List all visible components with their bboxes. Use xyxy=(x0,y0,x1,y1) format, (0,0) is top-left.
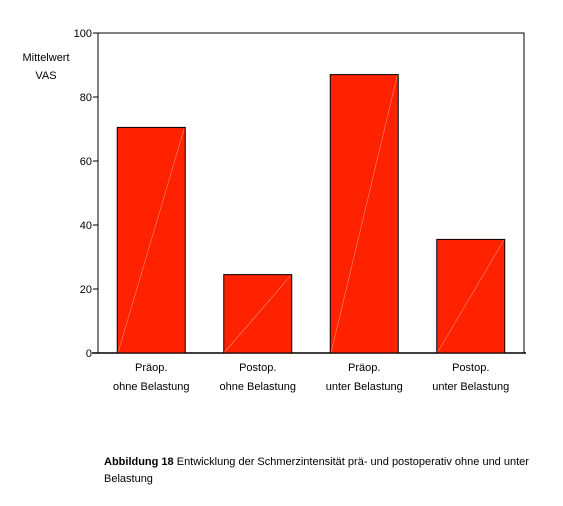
y-axis-label: Mittelwert VAS xyxy=(11,52,81,82)
x-tick-label: ohne Belastung xyxy=(220,381,296,393)
y-tick-label: 100 xyxy=(74,28,92,40)
y-axis-label-line2: VAS xyxy=(35,70,57,82)
x-tick-label: ohne Belastung xyxy=(113,381,189,393)
caption-label: Abbildung 18 xyxy=(104,456,174,468)
x-tick-label: Präop. xyxy=(348,362,380,374)
caption-text: Entwicklung der Schmerzintensität prä- u… xyxy=(104,456,529,485)
x-tick-label: unter Belastung xyxy=(326,381,403,393)
bar-diagonal xyxy=(330,75,398,353)
bar-diagonal xyxy=(117,128,185,353)
x-tick-label: unter Belastung xyxy=(432,381,509,393)
bar-diagonal xyxy=(437,240,505,353)
bar-diagonal xyxy=(224,275,291,353)
y-tick-label: 0 xyxy=(86,348,92,360)
y-tick-label: 80 xyxy=(80,92,92,104)
bar-chart: 0 20 40 60 80 100 Präop. ohne Belastung Postop. o… xyxy=(74,28,526,393)
x-tick-label: Postop. xyxy=(239,362,276,374)
y-axis-label-line1: Mittelwert xyxy=(22,52,70,64)
x-tick-label: Postop. xyxy=(452,362,489,374)
figure-caption: Abbildung 18 Entwicklung der Schmerzinte… xyxy=(104,454,544,488)
y-tick-label: 20 xyxy=(80,284,92,296)
y-tick-label: 60 xyxy=(80,156,92,168)
y-tick-label: 40 xyxy=(80,220,92,232)
x-tick-label: Präop. xyxy=(135,362,167,374)
